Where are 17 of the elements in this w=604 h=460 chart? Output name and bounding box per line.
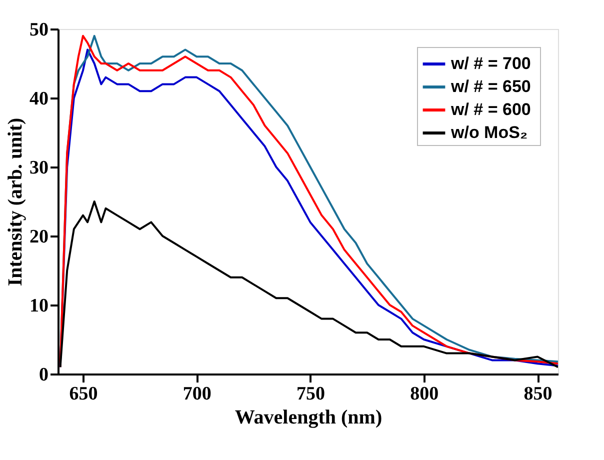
y-axis-title: Intensity (arb. unit) <box>4 118 26 286</box>
x-tick-label: 700 <box>182 384 212 404</box>
x-tick-label: 800 <box>410 384 439 404</box>
x-axis-title: Wavelength (nm) <box>234 406 382 428</box>
y-tick-label: 20 <box>30 226 48 248</box>
x-tick-label: 650 <box>69 384 98 404</box>
y-tick-label: 30 <box>30 158 48 178</box>
x-tick-label: 750 <box>296 384 326 404</box>
y-tick-label: 10 <box>30 296 48 316</box>
legend-label: w/ # = 650 <box>450 77 531 96</box>
legend-label: w/ # = 600 <box>450 100 531 119</box>
y-tick-label: 40 <box>30 88 48 110</box>
legend-label: w/ # = 700 <box>450 54 531 73</box>
legend-label: w/o MoS₂ <box>450 123 528 142</box>
y-tick-label: 0 <box>39 364 48 386</box>
x-tick-label: 850 <box>524 384 552 404</box>
y-tick-label: 50 <box>30 20 48 40</box>
